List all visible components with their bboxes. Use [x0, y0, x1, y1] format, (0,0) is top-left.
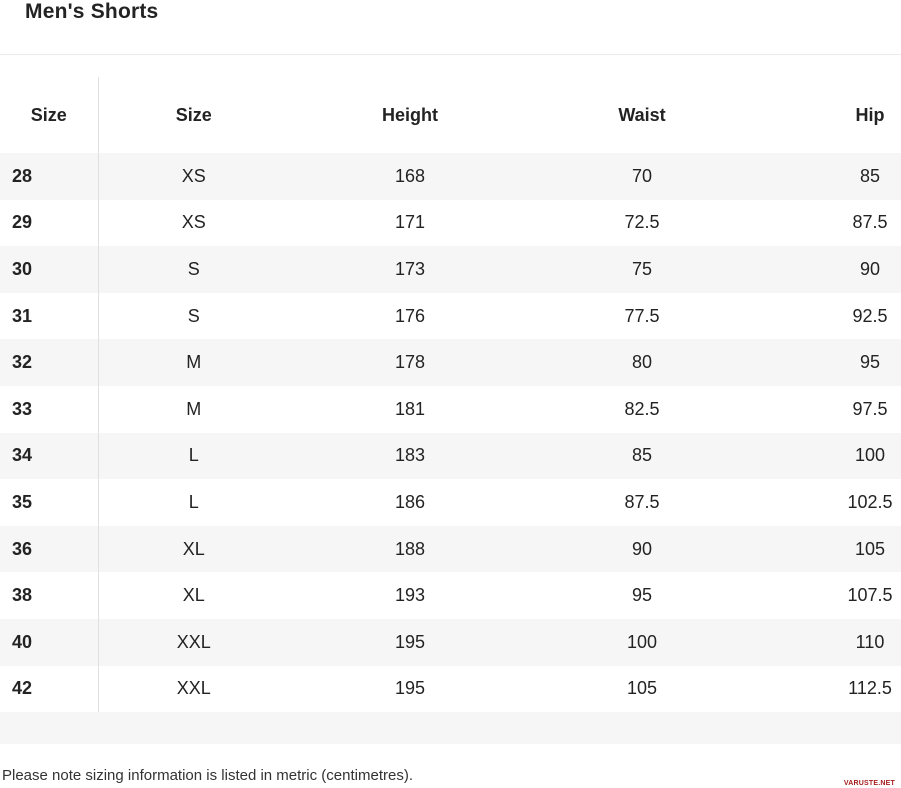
waist-cell: 100: [626, 631, 658, 652]
size-label-cell: L: [188, 491, 199, 512]
hip-cell: 92.5: [852, 305, 888, 326]
height-cell: 183: [394, 445, 426, 466]
size-label-cell: XS: [181, 165, 206, 186]
column-header-hip: Hip: [855, 104, 885, 125]
size-label-cell: M: [186, 398, 202, 419]
table-row: 29 XS 171 72.5 87.5: [0, 199, 901, 247]
table-header-row: Size Size Height Waist Hip: [0, 77, 901, 153]
hip-cell: 95: [859, 352, 881, 373]
column-header-size-label: Size: [175, 104, 212, 125]
waist-cell: 70: [631, 165, 653, 186]
hip-cell: 85: [859, 165, 881, 186]
size-number-cell: 29: [0, 199, 99, 247]
size-number-cell: 40: [0, 618, 99, 666]
table-row: 28 XS 168 70 85: [0, 153, 901, 200]
size-number-cell: 28: [0, 153, 99, 200]
table-row: 32 M 178 80 95: [0, 339, 901, 386]
hip-cell: 97.5: [852, 398, 888, 419]
column-header-waist: Waist: [618, 104, 666, 125]
size-label-cell: XXL: [176, 631, 211, 652]
hip-cell: 87.5: [852, 212, 888, 233]
waist-cell: 95: [631, 585, 653, 606]
waist-cell: 82.5: [624, 398, 660, 419]
varuste-net-watermark: VARUSTE.NET: [843, 780, 895, 787]
size-table-body: 28 XS 168 70 85 29 XS 171 72.5 87.5 30 S 173 75 90 31 S 1…: [0, 153, 901, 713]
size-number-cell: 32: [0, 339, 99, 386]
height-cell: 178: [394, 352, 426, 373]
title-bar: Men's Shorts: [0, 0, 901, 55]
size-label-cell: XL: [182, 585, 205, 606]
size-label-cell: S: [187, 305, 200, 326]
size-number-cell: 42: [0, 665, 99, 713]
size-label-cell: XL: [182, 538, 205, 559]
height-cell: 195: [394, 678, 426, 699]
size-number-cell: 38: [0, 572, 99, 619]
hip-cell: 107.5: [847, 585, 893, 606]
height-cell: 181: [394, 398, 426, 419]
height-cell: 176: [394, 305, 426, 326]
waist-cell: 72.5: [624, 212, 660, 233]
size-number-cell: 35: [0, 479, 99, 526]
height-cell: 195: [394, 631, 426, 652]
waist-cell: 90: [631, 538, 653, 559]
hip-cell: 100: [854, 445, 886, 466]
size-label-cell: XXL: [176, 678, 211, 699]
size-label-cell: XS: [181, 212, 206, 233]
height-cell: 173: [394, 258, 426, 279]
waist-cell: 77.5: [624, 305, 660, 326]
table-row: 33 M 181 82.5 97.5: [0, 385, 901, 433]
height-cell: 188: [394, 538, 426, 559]
table-row: 30 S 173 75 90: [0, 246, 901, 293]
size-label-cell: M: [186, 352, 202, 373]
waist-cell: 75: [631, 258, 653, 279]
waist-cell: 85: [631, 445, 653, 466]
size-number-cell: 31: [0, 292, 99, 340]
table-row: 35 L 186 87.5 102.5: [0, 479, 901, 526]
height-cell: 168: [394, 165, 426, 186]
page-title: Men's Shorts: [25, 0, 159, 23]
size-number-cell: 36: [0, 525, 99, 573]
table-row: 42 XXL 195 105 112.5: [0, 665, 901, 713]
table-row: 34 L 183 85 100: [0, 432, 901, 480]
size-label-cell: S: [187, 258, 200, 279]
size-number-cell: 30: [0, 246, 99, 293]
sizing-note: Please note sizing information is listed…: [2, 767, 413, 785]
table-row: 31 S 176 77.5 92.5: [0, 292, 901, 340]
column-header-height: Height: [382, 104, 438, 125]
waist-cell: 87.5: [624, 491, 660, 512]
table-row: 40 XXL 195 100 110: [0, 618, 901, 666]
waist-cell: 105: [626, 678, 658, 699]
hip-cell: 110: [855, 631, 885, 652]
size-number-cell: 33: [0, 385, 99, 433]
footer-stripe: [0, 712, 901, 745]
column-header-size-number: Size: [0, 77, 99, 153]
size-label-cell: L: [188, 445, 199, 466]
height-cell: 171: [394, 212, 426, 233]
hip-cell: 112.5: [848, 678, 892, 699]
hip-cell: 105: [854, 538, 886, 559]
waist-cell: 80: [631, 352, 653, 373]
hip-cell: 90: [859, 258, 881, 279]
table-row: 38 XL 193 95 107.5: [0, 572, 901, 619]
height-cell: 186: [394, 491, 426, 512]
size-table: Size Size Height Waist Hip 28 XS 168 70 85 29…: [0, 77, 901, 713]
size-table-container: Size Size Height Waist Hip 28 XS 168 70 85 29…: [0, 77, 901, 713]
height-cell: 193: [394, 585, 426, 606]
table-row: 36 XL 188 90 105: [0, 525, 901, 573]
size-number-cell: 34: [0, 432, 99, 480]
hip-cell: 102.5: [847, 491, 893, 512]
